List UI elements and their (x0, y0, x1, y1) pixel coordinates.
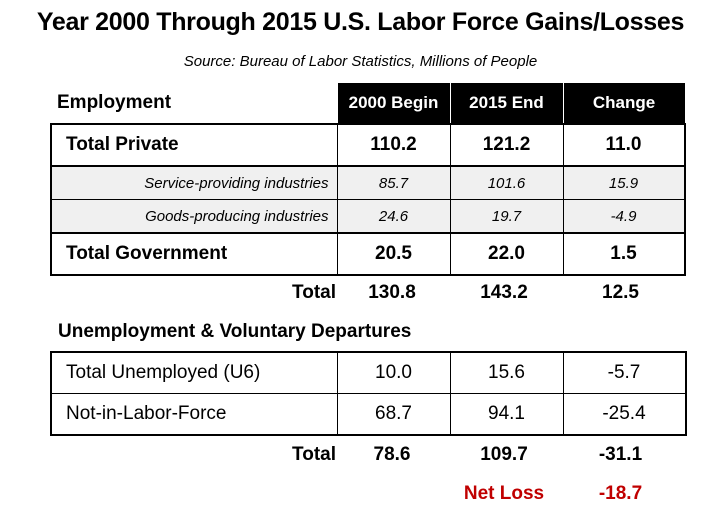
cell: 101.6 (449, 165, 564, 200)
table-row: Goods-producing industries 24.6 19.7 -4.… (50, 199, 686, 234)
total-value: 109.7 (480, 444, 528, 465)
header-row: Employment 2000 Begin 2015 End Change (51, 83, 685, 124)
row-label: Service-providing industries (50, 165, 338, 200)
row-label: Not-in-Labor-Force (50, 393, 338, 436)
cell: -4.9 (562, 199, 686, 234)
row-label: Goods-producing industries (50, 199, 338, 234)
column-header: 2000 Begin (336, 83, 450, 124)
total-value: 12.5 (602, 282, 639, 303)
chart-title: Year 2000 Through 2015 U.S. Labor Force … (36, 8, 685, 36)
employment-total-row: Total 130.8 143.2 12.5 (50, 282, 681, 306)
cell: 85.7 (336, 165, 451, 200)
row-label: Total Government (50, 232, 338, 276)
net-loss-value: -18.7 (598, 483, 643, 504)
table-row: Total Unemployed (U6) 10.0 15.6 -5.7 (50, 351, 686, 394)
row-label: Total Unemployed (U6) (50, 351, 338, 394)
total-label: Total (292, 444, 336, 465)
cell: 11.0 (562, 123, 686, 167)
cell: 15.9 (562, 165, 686, 200)
column-header: Change (562, 83, 685, 124)
total-value: 130.8 (368, 282, 416, 303)
employment-table: Employment 2000 Begin 2015 End Change To… (50, 83, 686, 276)
table-row: Service-providing industries 85.7 101.6 … (50, 165, 686, 200)
total-value: -31.1 (598, 444, 643, 465)
unemployment-heading: Unemployment & Voluntary Departures (58, 321, 412, 342)
cell: -25.4 (562, 393, 686, 436)
net-loss-row: Net Loss -18.7 (50, 483, 681, 507)
column-header: 2015 End (449, 83, 563, 124)
cell: 24.6 (336, 199, 451, 234)
net-loss-label: Net Loss (463, 483, 545, 504)
cell: 1.5 (562, 232, 686, 276)
total-value: 143.2 (480, 282, 528, 303)
table-row: Total Private 110.2 121.2 11.0 (50, 123, 686, 167)
unemployment-total-row: Total 78.6 109.7 -31.1 (50, 444, 681, 468)
cell: 94.1 (449, 393, 564, 436)
cell: 15.6 (449, 351, 564, 394)
cell: 22.0 (449, 232, 564, 276)
cell: 121.2 (449, 123, 564, 167)
row-label: Total Private (50, 123, 338, 167)
employment-heading: Employment (51, 83, 337, 124)
cell: 10.0 (336, 351, 451, 394)
total-label: Total (292, 282, 336, 303)
cell: 68.7 (336, 393, 451, 436)
cell: 19.7 (449, 199, 564, 234)
cell: -5.7 (562, 351, 686, 394)
table-row: Not-in-Labor-Force 68.7 94.1 -25.4 (50, 393, 686, 436)
cell: 110.2 (336, 123, 451, 167)
cell: 20.5 (336, 232, 451, 276)
table-row: Total Government 20.5 22.0 1.5 (50, 232, 686, 276)
total-value: 78.6 (373, 444, 411, 465)
unemployment-table: Total Unemployed (U6) 10.0 15.6 -5.7 Not… (50, 351, 687, 436)
chart-subtitle: Source: Bureau of Labor Statistics, Mill… (183, 53, 538, 70)
